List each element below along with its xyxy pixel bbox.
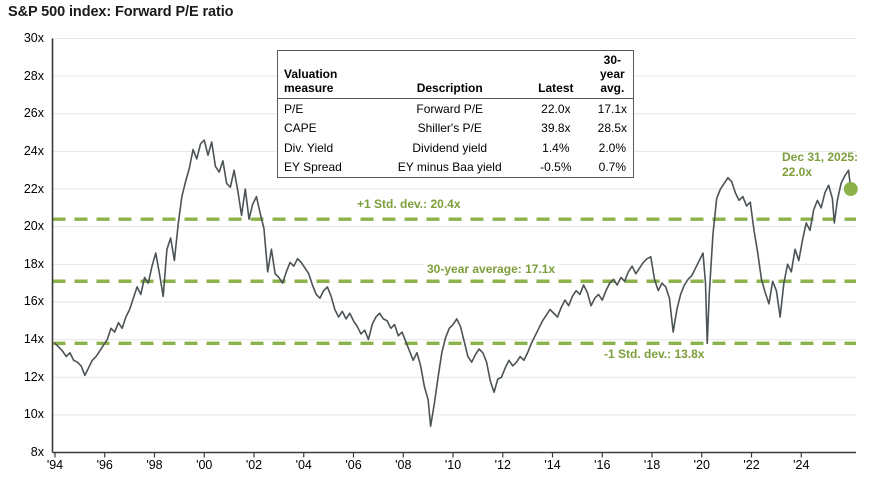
page-title: S&P 500 index: Forward P/E ratio [8, 4, 234, 20]
header-thirty-year-avg: 30-year avg. [591, 51, 633, 100]
header-description: Description [379, 51, 521, 100]
x-axis-tick-label: '24 [793, 458, 810, 472]
x-axis-tick-label: '22 [743, 458, 760, 472]
x-axis-tick-label: '02 [245, 458, 263, 472]
cell-avg: 28.5x [597, 121, 627, 136]
y-axis-tick-label: 26x [23, 106, 44, 121]
cell-avg: 2.0% [598, 140, 626, 155]
y-axis-tick-label: 18x [23, 256, 44, 271]
x-axis-tick-label: '16 [594, 458, 611, 472]
last-point-value: 22.0x [782, 165, 813, 179]
y-axis-tick-label: 10x [23, 407, 44, 422]
y-axis-tick-label: 14x [23, 332, 44, 347]
thirty-year-average-label: 30-year average: 17.1x [424, 262, 559, 277]
header-valuation-measure: Valuation measure [278, 51, 380, 100]
x-axis-tick-marks [54, 452, 802, 458]
x-axis-tick-label: '04 [295, 458, 312, 472]
plus-one-sd-label: +1 Std. dev.: 20.4x [354, 197, 464, 212]
x-axis-tick-label: '10 [444, 458, 462, 472]
valuation-table-element: Valuation measure Description Latest 30-… [278, 51, 633, 177]
x-axis-tick-label: '06 [345, 458, 362, 472]
valuation-measures-table: Valuation measure Description Latest 30-… [277, 50, 634, 178]
table-row: P/E Forward P/E 22.0x 17.1x [278, 99, 633, 119]
minus-one-sd-label: -1 Std. dev.: 13.8x [601, 347, 708, 362]
cell-measure: CAPE [284, 121, 317, 136]
x-axis-tick-label: '00 [196, 458, 213, 472]
table-header-row: Valuation measure Description Latest 30-… [278, 51, 633, 100]
x-axis-tick-label: '94 [46, 458, 64, 472]
cell-latest: 22.0x [541, 101, 571, 116]
cell-measure: Div. Yield [284, 140, 334, 155]
x-axis-tick-label: '96 [96, 458, 113, 472]
table-row: CAPE Shiller's P/E 39.8x 28.5x [278, 119, 633, 138]
cell-latest: 39.8x [541, 121, 571, 136]
y-axis-tick-label: 12x [23, 369, 44, 384]
cell-measure: EY Spread [284, 160, 342, 175]
reference-lines [52, 217, 856, 346]
y-axis-tick-label: 16x [23, 294, 44, 309]
x-axis-tick-label: '20 [693, 458, 710, 472]
cell-avg: 0.7% [598, 160, 626, 175]
x-axis-tick-label: '18 [643, 458, 661, 472]
cell-description: Shiller's P/E [417, 121, 482, 136]
cell-measure: P/E [284, 101, 304, 116]
header-latest: Latest [520, 51, 592, 100]
x-axis-tick-label: '08 [395, 458, 412, 472]
table-row: Div. Yield Dividend yield 1.4% 2.0% [278, 138, 633, 157]
y-axis-tick-label: 24x [23, 143, 44, 158]
cell-avg: 17.1x [597, 101, 627, 116]
valuation-table-body: P/E Forward P/E 22.0x 17.1x CAPE Shiller's P/… [278, 99, 633, 177]
cell-latest: -0.5% [540, 160, 572, 175]
last-point-marker [843, 182, 858, 197]
x-axis-tick-label: '98 [146, 458, 163, 472]
cell-description: EY minus Baa yield [397, 160, 502, 175]
cell-latest: 1.4% [542, 140, 570, 155]
y-axis-tick-label: 30x [23, 31, 44, 45]
y-axis-tick-label: 28x [23, 68, 44, 83]
y-axis-tick-label: 22x [23, 181, 44, 196]
x-axis-tick-label: '12 [494, 458, 511, 472]
y-axis-tick-label: 8x [30, 445, 44, 459]
cell-description: Forward P/E [416, 101, 484, 116]
table-row: EY Spread EY minus Baa yield -0.5% 0.7% [278, 158, 633, 177]
cell-description: Dividend yield [412, 140, 488, 155]
last-point-date: Dec 31, 2025: [782, 150, 859, 164]
forward-pe-series-line [54, 139, 852, 427]
x-axis-tick-label: '14 [544, 458, 561, 472]
y-axis-tick-label: 20x [23, 219, 44, 234]
last-point-callout: Dec 31, 2025: 22.0x [782, 150, 858, 180]
